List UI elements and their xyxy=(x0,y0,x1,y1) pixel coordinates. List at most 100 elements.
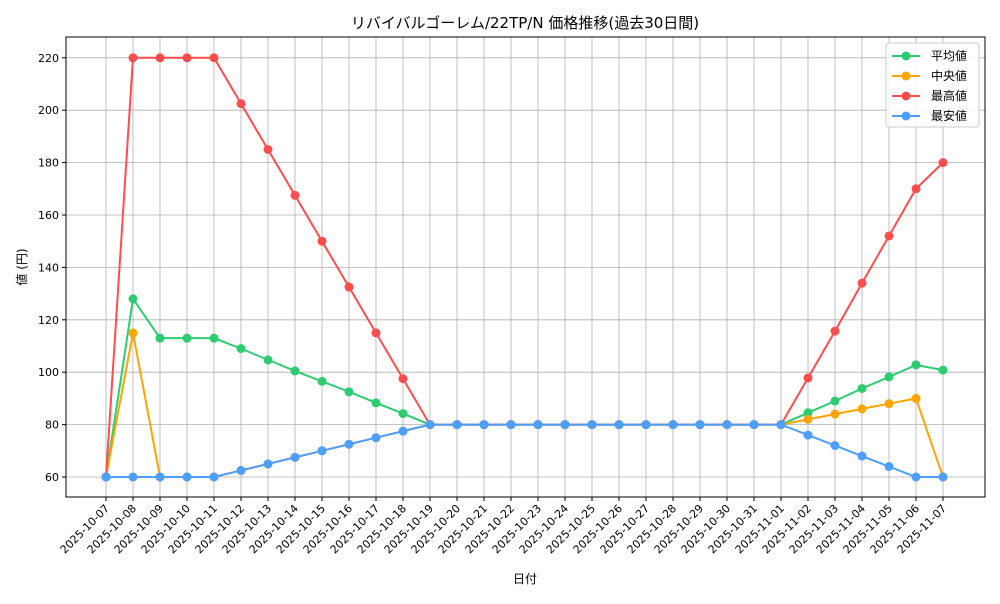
data-point xyxy=(371,398,381,408)
y-tick-label: 140 xyxy=(38,261,59,274)
data-point xyxy=(857,404,867,414)
data-point xyxy=(830,326,840,336)
chart-title: リバイバルゴーレム/22TP/N 価格推移(過去30日間) xyxy=(351,14,699,32)
data-point xyxy=(614,420,624,430)
data-point xyxy=(722,420,732,430)
data-point xyxy=(263,459,273,469)
y-tick-label: 60 xyxy=(45,471,59,484)
data-point xyxy=(911,393,921,403)
data-point xyxy=(479,420,489,430)
data-point xyxy=(641,420,651,430)
data-point xyxy=(938,472,948,482)
data-point xyxy=(884,399,894,409)
data-point xyxy=(884,462,894,472)
data-point xyxy=(209,53,219,63)
data-point xyxy=(236,99,246,109)
data-point xyxy=(344,282,354,292)
legend-label: 中央値 xyxy=(931,68,967,83)
data-point xyxy=(155,472,165,482)
legend-item: 平均値 xyxy=(892,48,967,63)
data-point xyxy=(209,333,219,343)
data-point xyxy=(128,53,138,63)
data-point xyxy=(344,439,354,449)
data-point xyxy=(128,294,138,304)
series-1 xyxy=(101,328,948,482)
y-tick-label: 120 xyxy=(38,314,59,327)
legend-marker xyxy=(901,111,911,121)
legend-item: 中央値 xyxy=(892,68,967,83)
data-point xyxy=(155,53,165,63)
data-point xyxy=(371,433,381,443)
data-point xyxy=(209,472,219,482)
data-point xyxy=(317,446,327,456)
data-point xyxy=(398,409,408,419)
data-point xyxy=(290,452,300,462)
legend-item: 最安値 xyxy=(892,108,967,123)
data-point xyxy=(830,396,840,406)
data-point xyxy=(128,328,138,338)
data-point xyxy=(128,472,138,482)
data-point xyxy=(317,376,327,386)
data-point xyxy=(425,420,435,430)
y-axis-label: 値 (円) xyxy=(14,248,29,285)
data-point xyxy=(182,53,192,63)
data-point xyxy=(263,145,273,154)
legend-label: 平均値 xyxy=(931,48,967,63)
data-point xyxy=(857,383,867,393)
data-point xyxy=(749,420,759,430)
legend-box xyxy=(885,42,980,128)
legend-marker xyxy=(901,71,911,81)
y-tick-label: 100 xyxy=(38,366,59,379)
data-point xyxy=(668,420,678,430)
data-point xyxy=(398,374,408,384)
data-point xyxy=(803,414,813,424)
data-point xyxy=(884,231,894,241)
legend-label: 最高値 xyxy=(931,88,967,103)
series-3 xyxy=(101,420,948,482)
data-point xyxy=(560,420,570,430)
legend-item: 最高値 xyxy=(892,88,967,103)
series-line xyxy=(105,296,944,478)
data-point xyxy=(101,472,111,482)
data-point xyxy=(533,420,543,430)
series-0 xyxy=(101,294,948,482)
data-point xyxy=(236,344,246,354)
data-point xyxy=(830,409,840,419)
data-point xyxy=(182,333,192,343)
legend-marker xyxy=(901,51,911,61)
data-point xyxy=(695,420,705,430)
y-tick-label: 200 xyxy=(38,104,59,117)
data-point xyxy=(263,355,273,365)
data-point xyxy=(911,184,921,194)
data-point xyxy=(938,158,948,168)
y-tick-label: 80 xyxy=(45,419,59,432)
data-point xyxy=(371,328,381,338)
legend-label: 最安値 xyxy=(931,108,967,123)
legend-marker xyxy=(901,91,911,101)
data-point xyxy=(290,190,300,200)
data-point xyxy=(803,430,813,440)
data-point xyxy=(344,387,354,397)
data-point xyxy=(857,451,867,461)
data-point xyxy=(776,420,786,430)
data-point xyxy=(290,366,300,376)
data-point xyxy=(803,408,813,418)
y-tick-label: 220 xyxy=(38,52,59,65)
y-tick-label: 160 xyxy=(38,209,59,222)
data-point xyxy=(911,472,921,482)
x-axis-label: 日付 xyxy=(513,572,537,586)
data-point xyxy=(398,426,408,436)
data-point xyxy=(452,420,462,430)
data-point xyxy=(803,373,813,383)
data-point xyxy=(506,420,516,430)
series-line xyxy=(106,423,943,478)
data-point xyxy=(317,236,327,246)
data-point xyxy=(911,360,921,370)
data-point xyxy=(884,372,894,382)
data-point xyxy=(938,365,948,375)
y-tick-label: 180 xyxy=(38,157,59,170)
data-point xyxy=(236,465,246,475)
series-line xyxy=(105,332,944,478)
